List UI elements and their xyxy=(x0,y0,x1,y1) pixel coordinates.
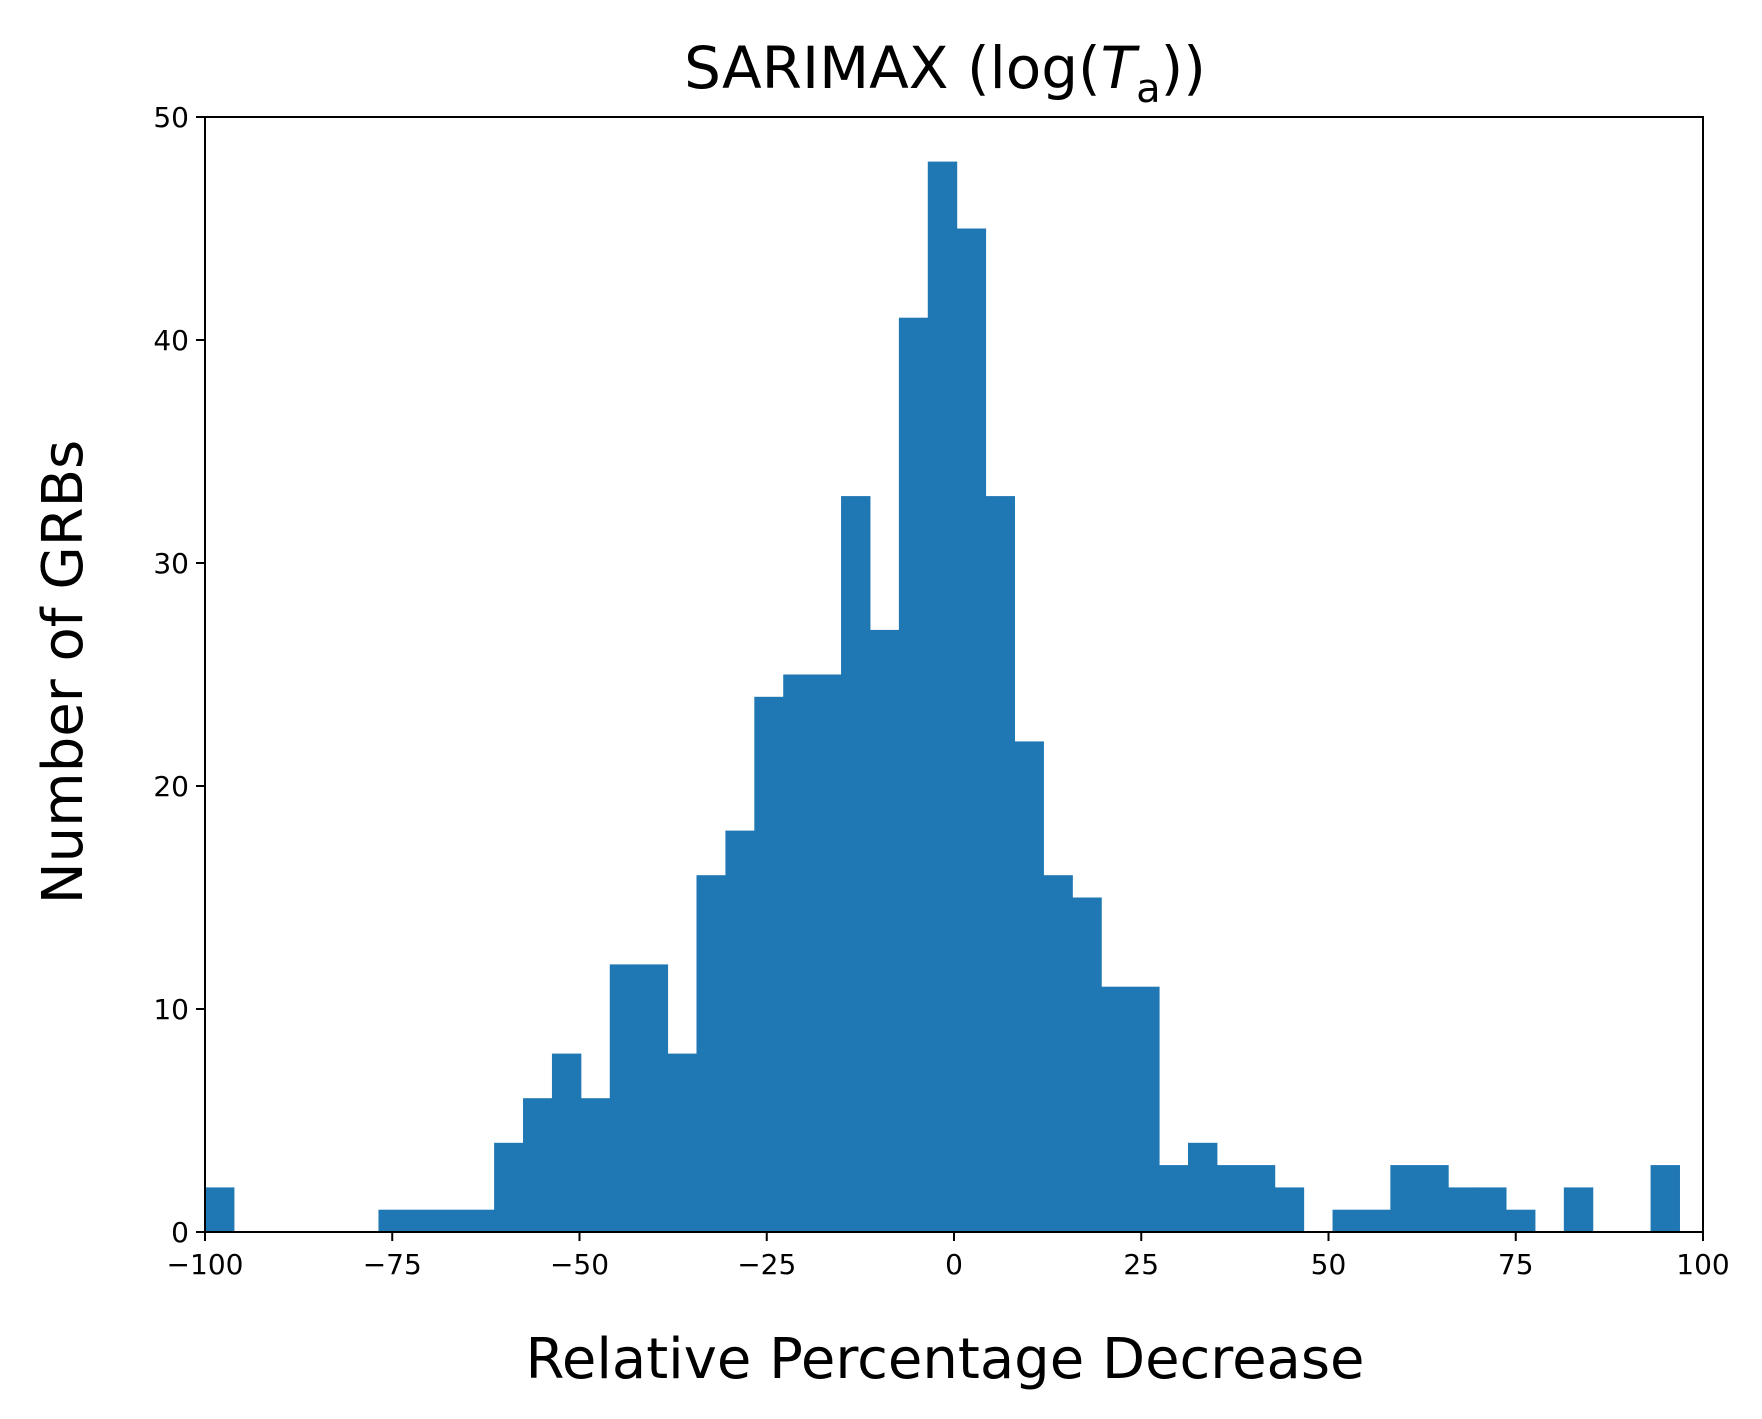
histogram-bar xyxy=(494,1142,524,1232)
histogram-bar xyxy=(1072,897,1102,1232)
chart-title: SARIMAX (log(Ta)) xyxy=(684,34,1206,112)
histogram-bar xyxy=(841,496,871,1233)
y-tick-label: 10 xyxy=(153,993,189,1026)
x-tick-label: −50 xyxy=(550,1248,609,1281)
histogram-bar xyxy=(783,674,813,1232)
histogram-bar xyxy=(407,1209,437,1232)
y-tick-label: 30 xyxy=(153,547,189,580)
histogram-bar xyxy=(956,228,987,1232)
histogram-bar xyxy=(638,964,669,1232)
histogram-bar xyxy=(1563,1187,1594,1232)
histogram-bar xyxy=(580,1098,611,1232)
histogram-bar xyxy=(436,1209,466,1232)
histogram-bar xyxy=(927,161,958,1233)
y-tick-label: 50 xyxy=(153,101,189,134)
histogram-bar xyxy=(812,674,842,1232)
histogram-bar xyxy=(1650,1165,1680,1232)
x-tick-label: 25 xyxy=(1123,1248,1159,1281)
histogram-bar xyxy=(1101,986,1131,1232)
y-axis-label: Number of GRBs xyxy=(31,440,96,904)
x-axis-label: Relative Percentage Decrease xyxy=(525,1327,1364,1392)
histogram-bar xyxy=(1043,875,1073,1232)
histogram-bar xyxy=(898,317,929,1232)
x-tick-label: −25 xyxy=(737,1248,796,1281)
histogram-bar xyxy=(523,1098,553,1232)
histogram-bar xyxy=(1187,1142,1218,1232)
y-tick-label: 0 xyxy=(171,1216,189,1249)
histogram-bar xyxy=(1274,1187,1305,1232)
y-tick-label: 20 xyxy=(153,770,189,803)
histogram-bar xyxy=(1506,1209,1536,1232)
histogram-bar xyxy=(1216,1165,1247,1232)
histogram-bar xyxy=(1014,741,1044,1232)
histogram-bar xyxy=(754,696,784,1232)
x-tick-label: 75 xyxy=(1498,1248,1534,1281)
histogram-bar xyxy=(378,1209,408,1232)
y-tick-label: 40 xyxy=(153,324,189,357)
x-tick-label: 0 xyxy=(945,1248,963,1281)
histogram-bar xyxy=(1390,1165,1420,1232)
histogram-bar xyxy=(725,830,755,1232)
histogram-bar xyxy=(609,964,640,1232)
plot-area-frame xyxy=(204,116,1704,1233)
histogram-bar xyxy=(1448,1187,1478,1232)
histogram-bar xyxy=(551,1053,582,1232)
histogram-bar xyxy=(205,1187,235,1232)
x-tick-label: 100 xyxy=(1676,1248,1729,1281)
histogram-bar xyxy=(869,629,900,1232)
x-tick-label: 50 xyxy=(1311,1248,1347,1281)
histogram-bar xyxy=(1159,1165,1189,1232)
x-tick-label: −100 xyxy=(167,1248,244,1281)
histogram-bar xyxy=(1245,1165,1276,1232)
histogram-bar xyxy=(985,496,1016,1233)
histogram-bar xyxy=(1361,1209,1391,1232)
histogram-bar xyxy=(1332,1209,1362,1232)
x-tick-label: −75 xyxy=(363,1248,422,1281)
histogram-bar xyxy=(696,875,726,1232)
histogram-bar xyxy=(1419,1165,1449,1232)
histogram-bar xyxy=(465,1209,495,1232)
histogram-bar xyxy=(667,1053,697,1232)
bars-group xyxy=(205,161,1680,1233)
histogram-bar xyxy=(1477,1187,1507,1232)
histogram-bar xyxy=(1130,986,1160,1232)
x-axis-ticks: −100 −75 −50 −25 0 25 50 75 100 xyxy=(167,1232,1730,1281)
y-axis-ticks: 0 10 20 30 40 50 xyxy=(153,101,205,1249)
